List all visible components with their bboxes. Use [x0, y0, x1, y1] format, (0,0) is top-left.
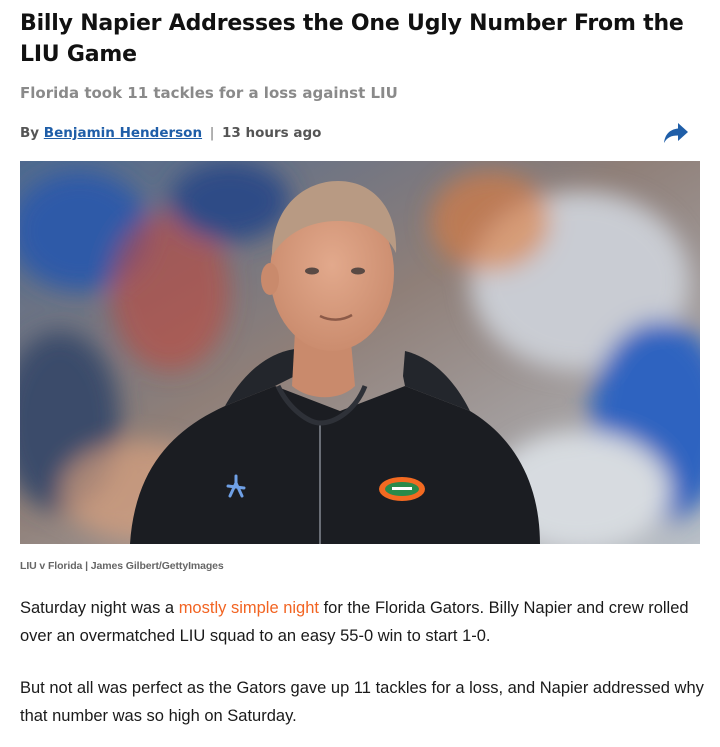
mostly-simple-night-link[interactable]: mostly simple night — [178, 599, 319, 617]
byline-prefix: By — [20, 125, 40, 141]
share-arrow-icon — [664, 123, 688, 143]
article-subhead: Florida took 11 tackles for a loss again… — [20, 84, 398, 102]
publish-time: 13 hours ago — [222, 125, 322, 141]
image-caption: LIU v Florida | James Gilbert/GettyImage… — [20, 560, 224, 572]
article-headline: Billy Napier Addresses the One Ugly Numb… — [20, 11, 684, 67]
byline: By Benjamin Henderson | 13 hours ago — [20, 123, 321, 143]
paragraph-1-text-end: for the Florida Gators. Billy Napier and… — [20, 599, 689, 645]
author-link[interactable]: Benjamin Henderson — [43, 125, 203, 141]
article-paragraph-2: But not all was perfect as the Gators ga… — [20, 679, 704, 725]
share-button[interactable] — [660, 119, 692, 147]
byline-separator: | — [209, 125, 215, 141]
article-paragraph-1: Saturday night was a mostly simple night… — [20, 594, 710, 650]
paragraph-1-text-start: Saturday night was a — [20, 599, 179, 617]
hero-image — [20, 161, 700, 544]
